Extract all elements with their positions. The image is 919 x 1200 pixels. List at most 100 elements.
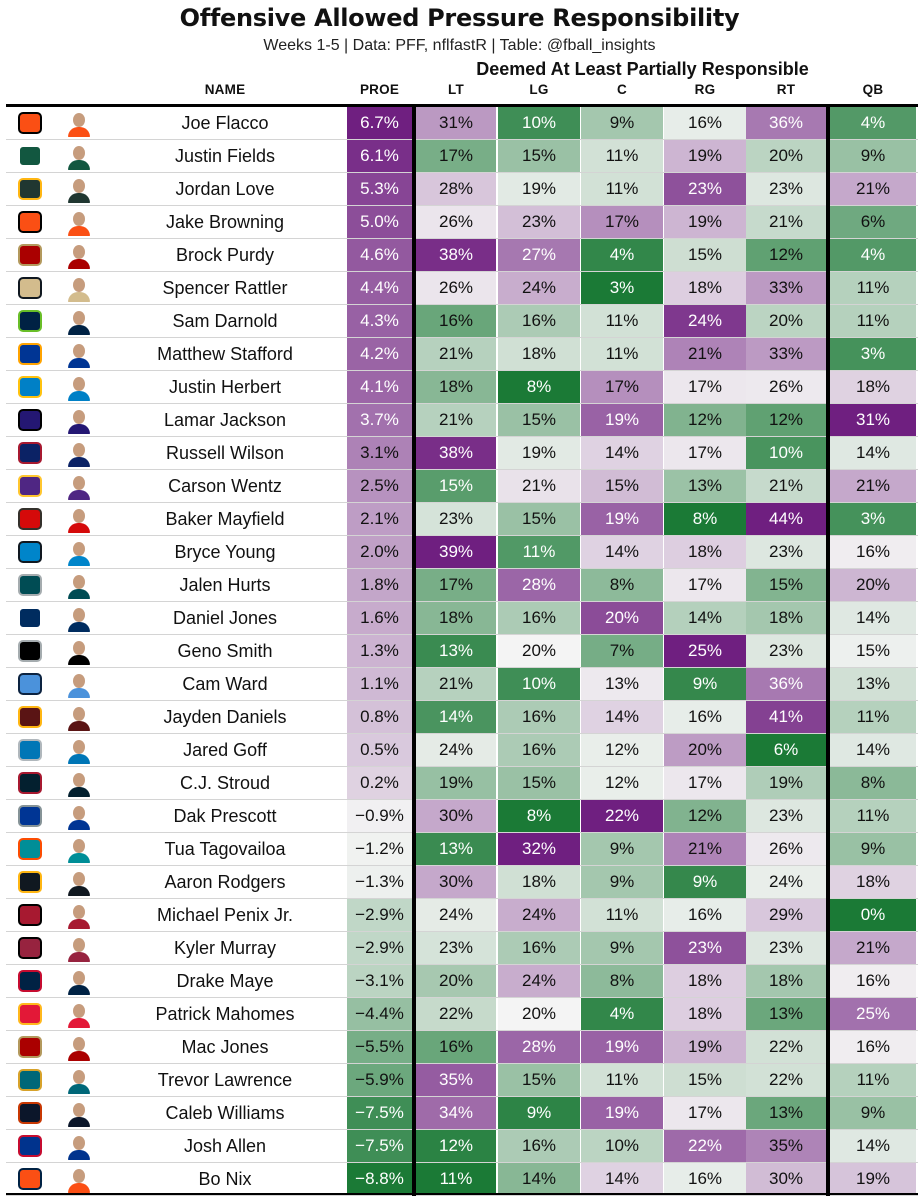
headshot-jersey	[68, 556, 90, 566]
cell-proe: 0.5%	[347, 734, 412, 766]
headshot-face	[73, 1103, 85, 1117]
row-divider	[6, 667, 918, 668]
headshot-face	[73, 113, 85, 127]
headshot-jersey	[68, 358, 90, 368]
headshot-jersey	[68, 1183, 90, 1193]
player-headshot-icon	[66, 275, 92, 302]
row-divider	[6, 1162, 918, 1163]
cell-lg: 27%	[498, 239, 580, 271]
cell-lt: 31%	[416, 107, 496, 139]
player-headshot-icon	[66, 836, 92, 863]
cell-lt: 21%	[416, 668, 496, 700]
cell-proe: 0.2%	[347, 767, 412, 799]
row-divider	[6, 997, 918, 998]
cell-proe: 1.8%	[347, 569, 412, 601]
row-divider	[6, 1129, 918, 1130]
cell-lg: 24%	[498, 965, 580, 997]
headshot-face	[73, 641, 85, 655]
cell-lt: 26%	[416, 272, 496, 304]
cell-c: 11%	[581, 305, 663, 337]
headshot-jersey	[68, 424, 90, 434]
headshot-jersey	[68, 226, 90, 236]
column-divider-proe	[412, 104, 416, 1196]
player-name: Justin Herbert	[168, 377, 282, 397]
cell-rt: 23%	[746, 536, 826, 568]
player-name: Sam Darnold	[172, 311, 278, 331]
cell-lg: 14%	[498, 1163, 580, 1195]
team-logo-icon	[18, 376, 42, 398]
cell-rg: 17%	[664, 1097, 746, 1129]
column-header-c: C	[617, 82, 627, 97]
team-logo-icon	[18, 508, 42, 530]
cell-proe: −7.5%	[347, 1097, 412, 1129]
cell-c: 12%	[581, 767, 663, 799]
cell-qb: 4%	[830, 107, 916, 139]
cell-proe: 6.7%	[347, 107, 412, 139]
row-divider	[6, 601, 918, 602]
player-name: Geno Smith	[177, 641, 273, 661]
cell-qb: 11%	[830, 1064, 916, 1096]
cell-lg: 8%	[498, 800, 580, 832]
cell-lg: 20%	[498, 635, 580, 667]
headshot-face	[73, 476, 85, 490]
headshot-face	[73, 971, 85, 985]
row-divider	[6, 766, 918, 767]
team-logo-icon	[18, 112, 42, 134]
player-headshot-icon	[66, 209, 92, 236]
table-row: Caleb Williams −7.5% 34% 9% 19% 17% 13% 9%	[0, 1097, 919, 1130]
player-headshot-icon	[66, 1034, 92, 1061]
cell-c: 13%	[581, 668, 663, 700]
table-row: Brock Purdy 4.6% 38% 27% 4% 15% 12% 4%	[0, 239, 919, 272]
headshot-face	[73, 1169, 85, 1183]
cell-rg: 19%	[664, 1031, 746, 1063]
cell-rt: 44%	[746, 503, 826, 535]
cell-lg: 16%	[498, 701, 580, 733]
cell-rg: 22%	[664, 1130, 746, 1162]
headshot-face	[73, 938, 85, 952]
cell-qb: 20%	[830, 569, 916, 601]
cell-qb: 11%	[830, 701, 916, 733]
team-logo-icon	[18, 772, 42, 794]
cell-lg: 20%	[498, 998, 580, 1030]
headshot-jersey	[68, 160, 90, 170]
cell-proe: 3.1%	[347, 437, 412, 469]
player-name: Dak Prescott	[173, 806, 277, 826]
cell-rg: 17%	[664, 371, 746, 403]
team-logo-icon	[18, 739, 42, 761]
headshot-face	[73, 905, 85, 919]
cell-c: 9%	[581, 833, 663, 865]
cell-rt: 23%	[746, 800, 826, 832]
cell-lg: 16%	[498, 1130, 580, 1162]
team-logo-icon	[18, 178, 42, 200]
table-row: Jordan Love 5.3% 28% 19% 11% 23% 23% 21%	[0, 173, 919, 206]
headshot-jersey	[68, 820, 90, 830]
table-row: Jayden Daniels 0.8% 14% 16% 14% 16% 41% 11%	[0, 701, 919, 734]
column-header-rg: RG	[694, 82, 716, 97]
cell-lg: 24%	[498, 272, 580, 304]
cell-lt: 30%	[416, 800, 496, 832]
team-logo-icon	[18, 211, 42, 233]
table-row: Patrick Mahomes −4.4% 22% 20% 4% 18% 13% 25%	[0, 998, 919, 1031]
player-headshot-icon	[66, 638, 92, 665]
headshot-face	[73, 377, 85, 391]
table-row: Sam Darnold 4.3% 16% 16% 11% 24% 20% 11%	[0, 305, 919, 338]
headshot-jersey	[68, 688, 90, 698]
team-logo-icon	[18, 442, 42, 464]
cell-rg: 23%	[664, 173, 746, 205]
cell-rt: 29%	[746, 899, 826, 931]
cell-lt: 23%	[416, 932, 496, 964]
player-headshot-icon	[66, 341, 92, 368]
cell-c: 14%	[581, 1163, 663, 1195]
team-logo-icon	[18, 805, 42, 827]
cell-proe: 0.8%	[347, 701, 412, 733]
cell-rt: 15%	[746, 569, 826, 601]
headshot-face	[73, 212, 85, 226]
player-name: Carson Wentz	[168, 476, 282, 496]
cell-proe: 1.3%	[347, 635, 412, 667]
headshot-face	[73, 839, 85, 853]
cell-lg: 24%	[498, 899, 580, 931]
table-row: Jalen Hurts 1.8% 17% 28% 8% 17% 15% 20%	[0, 569, 919, 602]
headshot-jersey	[68, 292, 90, 302]
table-row: Trevor Lawrence −5.9% 35% 15% 11% 15% 22% 11%	[0, 1064, 919, 1097]
team-logo-icon	[18, 1135, 42, 1157]
